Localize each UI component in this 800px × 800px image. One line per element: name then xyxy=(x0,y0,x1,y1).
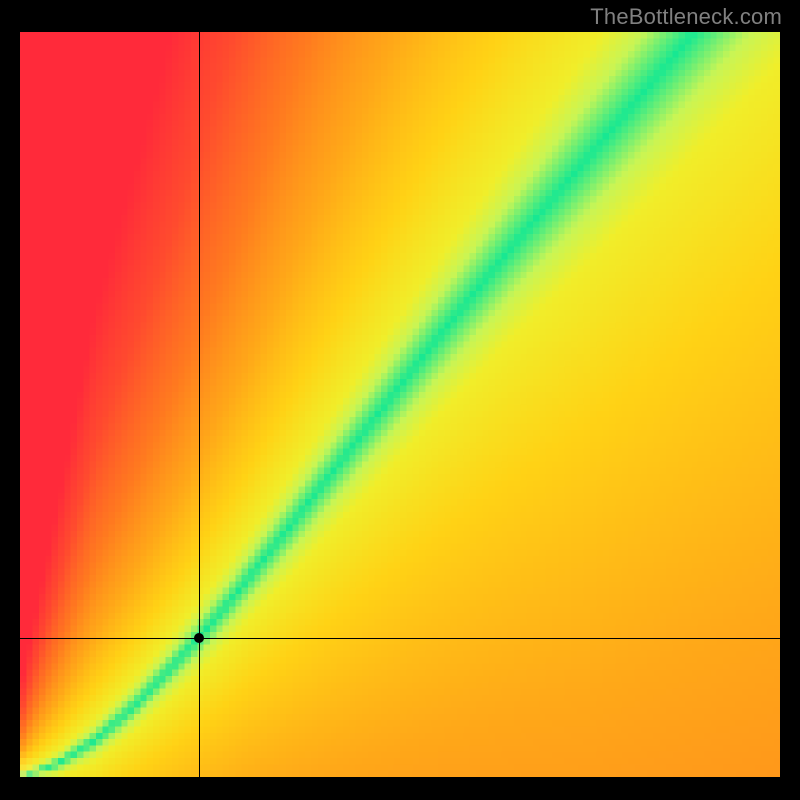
heatmap-canvas xyxy=(20,32,780,777)
bottleneck-heatmap xyxy=(20,32,780,777)
watermark-text: TheBottleneck.com xyxy=(590,4,782,30)
